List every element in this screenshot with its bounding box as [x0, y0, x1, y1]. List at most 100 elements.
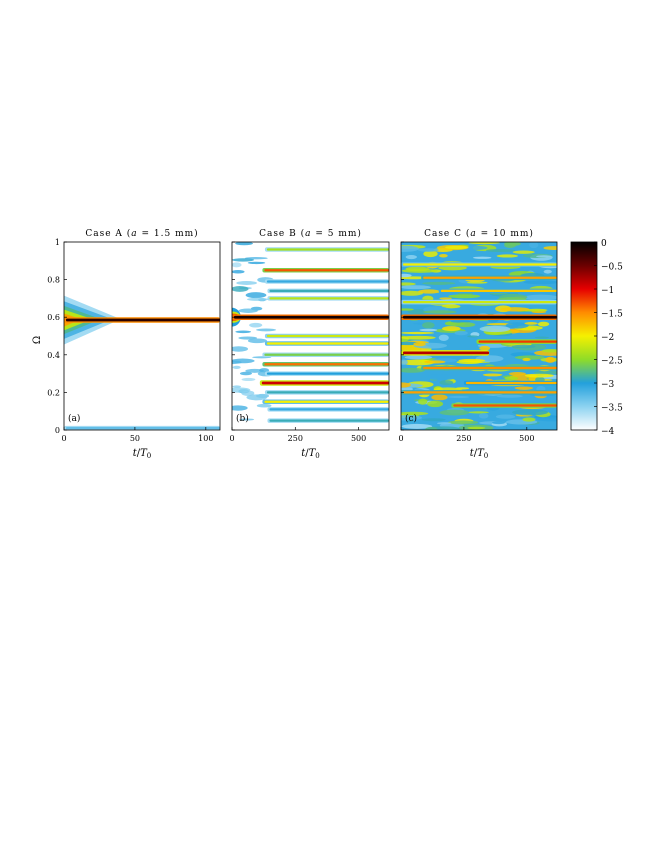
- transient-patch: [246, 394, 268, 401]
- noise-patch: [523, 294, 557, 301]
- noise-patch: [523, 280, 557, 285]
- noise-patch: [422, 310, 457, 314]
- transient-patch: [235, 330, 252, 334]
- noise-patch: [425, 374, 457, 381]
- noise-patch: [505, 322, 529, 329]
- spectral-band: [269, 419, 389, 422]
- noise-patch: [401, 282, 416, 286]
- transient-patch: [247, 338, 268, 344]
- noise-patch: [418, 398, 428, 405]
- noise-patch: [441, 304, 461, 309]
- noise-patch: [535, 417, 557, 422]
- x-tick-label: 50: [130, 434, 140, 443]
- noise-patch: [418, 289, 441, 294]
- transient-patch: [232, 285, 249, 292]
- noise-patch: [401, 290, 424, 296]
- noise-patch: [479, 345, 491, 351]
- noise-patch: [485, 248, 516, 253]
- noise-patch: [524, 322, 538, 325]
- noise-patch: [407, 309, 429, 315]
- x-tick-label: 500: [519, 434, 534, 443]
- spectral-band: [403, 391, 557, 394]
- noise-patch: [405, 254, 418, 260]
- noise-patch: [422, 322, 435, 329]
- transient-patch: [247, 261, 266, 265]
- noise-patch: [496, 254, 518, 258]
- colorbar-tick-label: 0: [601, 239, 607, 249]
- transient-patch: [232, 270, 245, 274]
- x-tick-label: 0: [398, 434, 403, 443]
- noise-patch: [401, 423, 433, 429]
- noise-patch: [524, 309, 547, 312]
- noise-patch: [466, 281, 488, 284]
- spectral-band: [478, 340, 557, 343]
- transient-patch: [238, 308, 258, 313]
- spectral-band: [423, 366, 557, 370]
- noise-patch: [401, 308, 414, 311]
- x-tick-label: 500: [351, 434, 366, 443]
- spectral-band: [264, 400, 389, 403]
- colorbar-tick-label: −3.5: [601, 404, 623, 414]
- axes-frame: [63, 241, 221, 431]
- spectral-band: [266, 342, 389, 345]
- transient-patch: [239, 371, 253, 376]
- noise-patch: [473, 256, 492, 259]
- colorbar: 0 −0.5 −1 −1.5 −2 −2.5 −3 −3.5 −4: [570, 239, 623, 437]
- transient-patch: [239, 418, 255, 421]
- noise-patch: [500, 307, 530, 312]
- noise-patch: [448, 294, 481, 299]
- transient-patch: [236, 281, 258, 285]
- noise-patch: [455, 322, 476, 328]
- noise-patch: [422, 281, 456, 285]
- y-tick-label: 1: [55, 238, 60, 247]
- noise-patch: [533, 370, 557, 375]
- panel-label: (c): [405, 413, 417, 424]
- noise-patch: [543, 269, 552, 274]
- spectral-band: [403, 351, 490, 355]
- noise-patch: [458, 358, 486, 363]
- panel-title: Case A (a = 1.5 mm): [85, 228, 198, 239]
- noise-patch: [427, 400, 444, 408]
- noise-patch: [439, 253, 448, 258]
- noise-patch: [401, 273, 412, 278]
- noise-patch: [431, 394, 448, 401]
- spectral-band: [269, 289, 389, 293]
- transient-patch: [241, 390, 255, 396]
- noise-patch: [478, 413, 489, 419]
- colorbar-tick-label: −4: [601, 427, 615, 437]
- noise-patch: [491, 421, 506, 425]
- panel-label: (b): [236, 413, 249, 424]
- noise-patch: [401, 367, 426, 373]
- panel-a: 0 50 100 0 0.2 0.4 0.6 0.8 1 Case A (a = 1.5 mm) t…: [32, 228, 221, 460]
- noise-patch: [439, 380, 454, 386]
- noise-patch: [522, 357, 531, 362]
- y-tick-label: 0.6: [47, 313, 60, 322]
- noise-patch: [413, 341, 426, 347]
- transient-patch: [245, 292, 267, 299]
- spectral-band: [66, 318, 220, 322]
- transient-patch: [232, 385, 242, 388]
- transient-patch: [249, 322, 263, 328]
- plot-area: [64, 242, 220, 430]
- noise-patch: [421, 418, 446, 422]
- y-tick-label: 0: [55, 426, 60, 435]
- noise-patch: [424, 426, 438, 430]
- spectral-band: [403, 315, 557, 319]
- noise-patch: [401, 335, 436, 340]
- heatmap-field: [64, 295, 220, 430]
- noise-patch: [495, 414, 516, 419]
- noise-patch: [524, 373, 554, 378]
- noise-patch: [543, 246, 557, 250]
- colorbar-tick-label: −2.5: [601, 357, 623, 367]
- axes-frame: [231, 241, 390, 431]
- panel-title: Case B (a = 5 mm): [259, 228, 362, 239]
- noise-patch: [514, 386, 534, 390]
- noise-patch: [450, 320, 471, 323]
- panel-label: (a): [68, 413, 80, 424]
- noise-patch: [445, 245, 468, 250]
- spectral-band: [266, 280, 389, 283]
- noise-patch: [438, 334, 449, 342]
- noise-patch: [511, 344, 536, 349]
- x-tick-label: 0: [61, 434, 66, 443]
